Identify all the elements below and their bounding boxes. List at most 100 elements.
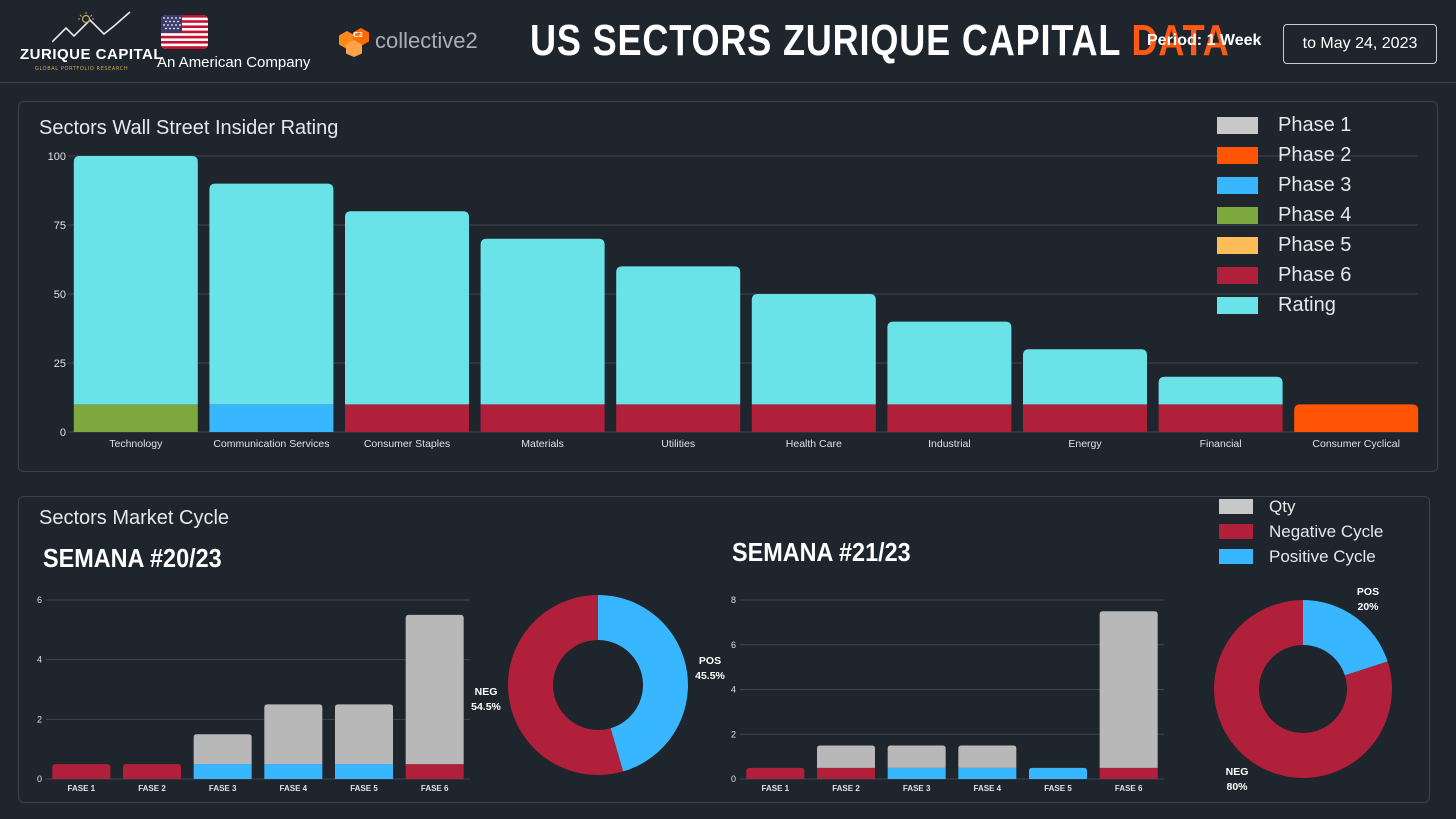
week2-y-tick-label: 8 [731,595,736,605]
page-title-accent: DATA [1131,16,1230,65]
phase-bar-communication-services [209,404,334,432]
week2-cycle-bar-fase-5 [1029,767,1087,779]
cycle-legend-label: Positive Cycle [1269,546,1376,566]
week2-cycle-bar-fase-1 [746,767,805,779]
week2-x-tick-label: FASE 4 [974,784,1002,793]
week1-cycle-bar-fase-3 [193,764,252,779]
tagline: An American Company [157,54,311,71]
week1-qty-bar-fase-6 [405,614,464,765]
week1-cycle-bar-fase-2 [123,764,181,779]
week1-qty-bar-fase-4 [264,704,323,765]
week1-donut-slice-neg [508,595,624,775]
phase-bar-industrial [887,404,1012,432]
week2-donut-slice-label-neg: NEG [1226,766,1249,778]
rating-bar-health-care [751,294,876,405]
rating-bar-utilities [616,266,741,405]
phase-bar-financial [1158,404,1283,432]
week1-donut-slice-label-pos: POS [699,655,721,667]
rating-x-tick-label: Energy [1068,438,1102,450]
rating-legend-item-rating: Rating [1217,290,1351,320]
header: ZURIQUE CAPITAL GLOBAL PORTFOLIO RESEARC… [0,0,1456,83]
rating-bar-communication-services [209,183,334,405]
rating-legend-swatch [1217,266,1258,284]
week1-qty-bar-fase-3 [193,734,252,765]
rating-bar-financial [1158,376,1283,405]
week1-y-tick-label: 0 [37,774,42,784]
rating-legend-item-phase-1: Phase 1 [1217,110,1351,140]
phase-bar-consumer-staples [345,404,469,432]
cycle-legend-swatch [1219,524,1253,539]
cycle-panel-title: Sectors Market Cycle [39,507,230,529]
rating-legend-swatch [1217,176,1258,194]
week2-title: SEMANA #21/23 [732,537,911,567]
week2-donut-slice-neg [1214,600,1392,779]
week1-y-tick-label: 4 [37,655,42,665]
week2-y-tick-label: 6 [731,640,736,650]
cycle-legend: Qty Negative Cycle Positive Cycle [1219,494,1383,569]
rating-legend-label: Rating [1278,293,1336,316]
page-title-main: US SECTORS ZURIQUE CAPITAL [530,16,1121,65]
rating-legend-label: Phase 6 [1278,263,1352,286]
rating-x-tick-label: Industrial [928,438,971,450]
cycle-legend-label: Qty [1269,496,1296,516]
period-label: Period: 1 Week [1147,32,1262,49]
rating-x-tick-label: Technology [109,438,163,450]
date-range-button[interactable]: to May 24, 2023 [1283,24,1437,64]
rating-legend: Phase 1 Phase 2 Phase 3 Phase 4 Phase 5 Phase… [1217,110,1351,320]
rating-legend-item-phase-3: Phase 3 [1217,170,1351,200]
rating-y-tick-label: 25 [54,358,66,370]
rating-y-tick-label: 100 [48,151,66,163]
phase-bar-energy [1023,404,1147,432]
phase-bar-technology [73,404,198,432]
week2-x-tick-label: FASE 1 [762,784,790,793]
week1-cycle-bar-fase-5 [335,764,393,779]
cycle-legend-item-negative-cycle: Negative Cycle [1219,519,1383,544]
rating-legend-swatch [1217,206,1258,224]
rating-chart-title: Sectors Wall Street Insider Rating [39,117,339,139]
week1-title: SEMANA #20/23 [43,543,222,573]
rating-bar-consumer-staples [345,211,469,405]
week2-x-tick-label: FASE 2 [832,784,860,793]
rating-bar-technology [73,156,198,405]
cycle-legend-label: Negative Cycle [1269,521,1384,541]
week2-y-tick-label: 2 [731,729,736,739]
rating-x-tick-label: Utilities [661,438,695,450]
week2-x-tick-label: FASE 3 [903,784,931,793]
week2-x-tick-label: FASE 6 [1115,784,1143,793]
rating-x-tick-label: Materials [521,438,564,450]
week1-x-tick-label: FASE 5 [350,784,378,793]
rating-legend-swatch [1217,236,1258,254]
rating-x-tick-label: Communication Services [213,438,329,450]
week2-y-tick-label: 0 [731,774,736,784]
cycle-panel [18,496,1430,803]
week1-donut-slice-value-pos: 45.5% [695,670,725,682]
week1-x-tick-label: FASE 6 [421,784,449,793]
rating-legend-item-phase-4: Phase 4 [1217,200,1351,230]
cycle-legend-swatch [1219,499,1253,514]
rating-x-tick-label: Consumer Cyclical [1312,438,1400,450]
week2-qty-bar-fase-2 [817,745,875,768]
week2-cycle-bar-fase-2 [817,767,875,779]
week1-donut-slice-pos [598,595,689,772]
week1-y-tick-label: 6 [37,595,42,605]
rating-legend-swatch [1217,146,1258,164]
week2-qty-bar-fase-3 [887,745,946,768]
phase-bar-materials [480,404,605,432]
logo-name: ZURIQUE CAPITAL [20,46,164,63]
week2-cycle-bar-fase-6 [1099,767,1158,779]
rating-y-tick-label: 75 [54,220,66,232]
us-flag-icon [161,15,208,49]
week2-cycle-bar-fase-3 [887,767,946,779]
week1-x-tick-label: FASE 3 [209,784,237,793]
week2-qty-bar-fase-6 [1099,611,1158,768]
rating-x-tick-label: Financial [1200,438,1242,450]
week1-x-tick-label: FASE 4 [280,784,308,793]
collective2-logo-icon [339,28,369,57]
rating-x-tick-label: Health Care [786,438,842,450]
week2-y-tick-label: 4 [731,685,736,695]
week1-x-tick-label: FASE 2 [138,784,166,793]
rating-legend-item-phase-6: Phase 6 [1217,260,1351,290]
week2-donut-slice-pos [1303,600,1388,676]
